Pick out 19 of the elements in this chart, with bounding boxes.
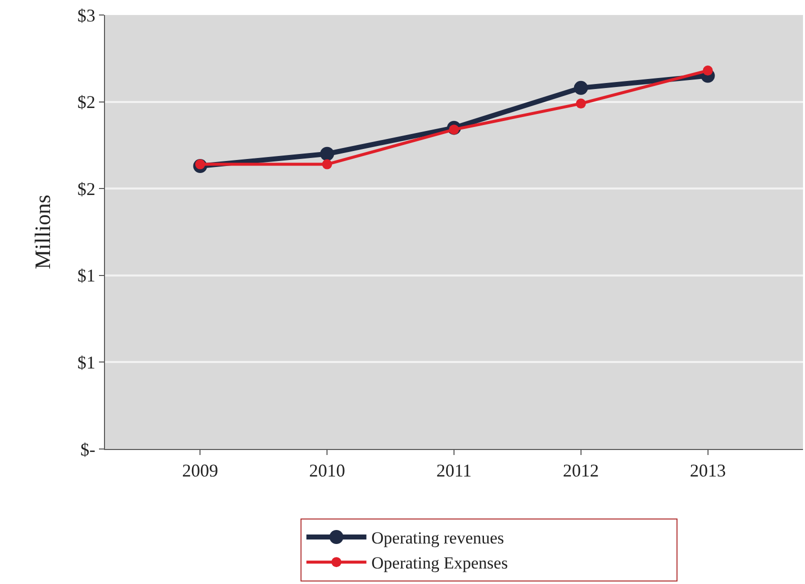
point bbox=[574, 80, 588, 95]
legend-label: Operating revenues bbox=[371, 528, 504, 548]
legend-label: Operating Expenses bbox=[371, 554, 508, 573]
x-tick-label: 2011 bbox=[436, 460, 472, 481]
x-tick-label: 2009 bbox=[182, 460, 218, 481]
y-axis-title: Millions bbox=[30, 194, 56, 270]
x-tick-label: 2013 bbox=[690, 460, 726, 481]
y-tick-label: $1 bbox=[77, 352, 96, 372]
point bbox=[320, 146, 334, 161]
point bbox=[322, 159, 332, 170]
x-tick-label: 2012 bbox=[562, 460, 599, 481]
y-tick-label: $- bbox=[80, 439, 96, 460]
y-tick-label: $2 bbox=[77, 178, 96, 199]
y-tick-label: $3 bbox=[77, 5, 96, 26]
y-tick-label: $1 bbox=[77, 266, 96, 286]
point bbox=[576, 98, 586, 109]
y-tick-label: $2 bbox=[77, 92, 96, 112]
point bbox=[702, 66, 713, 76]
x-tick-label: 2010 bbox=[309, 460, 346, 481]
